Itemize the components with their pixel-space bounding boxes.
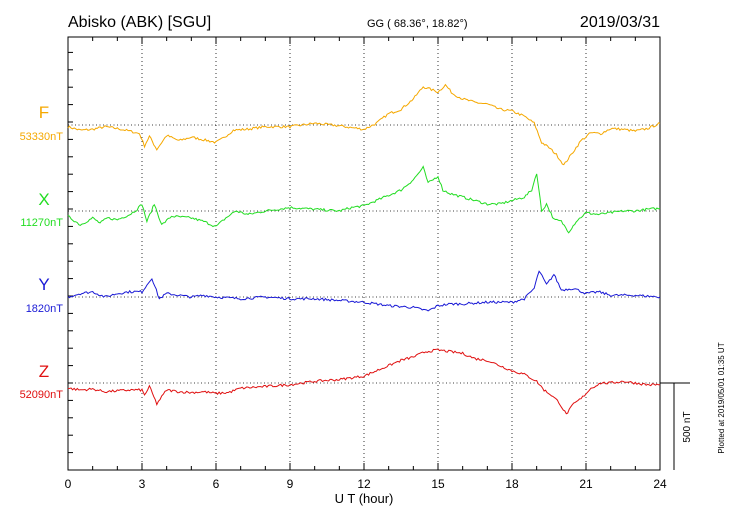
station-title: Abisko (ABK) [SGU] <box>68 14 211 31</box>
x-axis-label: U T (hour) <box>335 491 394 506</box>
series-name-z: Z <box>39 362 49 381</box>
x-tick-label: 18 <box>505 477 519 491</box>
x-tick-label: 3 <box>139 477 146 491</box>
series-labels: F 53330nT X 11270nT Y 1820nT Z 52090nT <box>20 103 64 401</box>
x-tick-label: 24 <box>653 477 667 491</box>
scale-bar-label: 500 nT <box>682 411 693 442</box>
trace-f <box>67 83 661 166</box>
baselines <box>68 124 660 384</box>
axis-ticks <box>67 37 661 471</box>
baseline-value-f: 53330nT <box>20 131 64 143</box>
x-tick-label: 12 <box>357 477 371 491</box>
traces <box>67 83 661 415</box>
x-tick-label: 21 <box>579 477 593 491</box>
trace-x <box>67 165 661 234</box>
x-tick-labels: 0 3 6 9 12 15 18 21 24 <box>65 477 667 491</box>
x-tick-label: 6 <box>213 477 220 491</box>
series-name-f: F <box>39 103 49 122</box>
baseline-value-z: 52090nT <box>20 389 64 401</box>
baseline-value-y: 1820nT <box>26 303 64 315</box>
trace-y <box>67 270 661 312</box>
scale-bar: 500 nT <box>660 382 693 470</box>
date-label: 2019/03/31 <box>580 14 660 31</box>
series-name-y: Y <box>38 275 49 294</box>
series-name-x: X <box>38 190 49 209</box>
x-tick-label: 15 <box>431 477 445 491</box>
x-tick-label: 9 <box>287 477 294 491</box>
trace-z <box>67 348 660 415</box>
x-tick-label: 0 <box>65 477 72 491</box>
geographic-coordinates: GG ( 68.36°, 18.82°) <box>367 18 468 30</box>
grid <box>141 37 587 470</box>
plotted-timestamp: Plotted at 2019/05/01 01:35 UT <box>717 342 726 453</box>
baseline-value-x: 11270nT <box>20 217 63 229</box>
